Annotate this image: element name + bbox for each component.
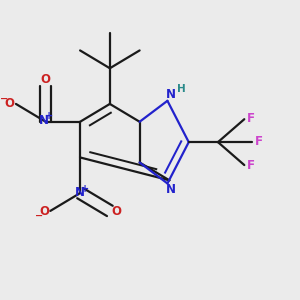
- Text: N: N: [166, 184, 176, 196]
- Text: O: O: [111, 205, 121, 218]
- Text: F: F: [247, 112, 255, 125]
- Text: −: −: [35, 210, 43, 220]
- Text: N: N: [39, 114, 49, 128]
- Text: F: F: [247, 159, 255, 172]
- Text: O: O: [39, 205, 49, 218]
- Text: O: O: [41, 73, 51, 86]
- Text: −: −: [0, 94, 8, 103]
- Text: N: N: [166, 88, 176, 101]
- Text: N: N: [75, 186, 85, 199]
- Text: +: +: [45, 111, 53, 122]
- Text: +: +: [81, 184, 89, 194]
- Text: O: O: [4, 97, 15, 110]
- Text: H: H: [176, 84, 185, 94]
- Text: F: F: [255, 135, 262, 148]
